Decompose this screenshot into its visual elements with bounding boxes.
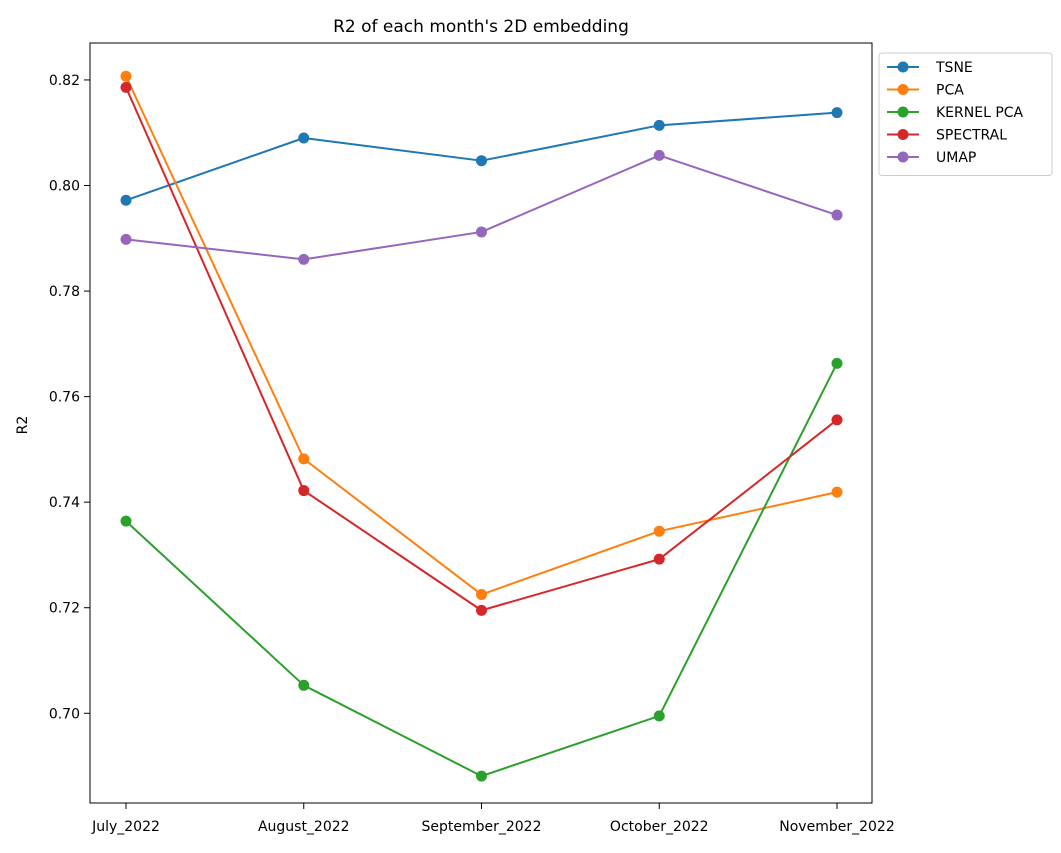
data-point [298, 132, 310, 144]
legend: TSNE PCA KERNEL PCA SPECTRAL UMAP [878, 52, 1053, 176]
series-layer [120, 70, 843, 782]
data-point [120, 70, 132, 82]
legend-item: TSNE [887, 60, 973, 76]
legend-label: SPECTRAL [936, 128, 1007, 144]
legend-label: PCA [936, 83, 964, 99]
data-point [476, 589, 487, 601]
y-axis: 0.70 0.72 0.74 0.76 0.78 0.80 0.82 [49, 73, 90, 722]
data-point [831, 357, 843, 369]
data-point [120, 81, 132, 93]
data-point [831, 209, 843, 221]
plot-frame [89, 42, 873, 804]
data-point [298, 453, 310, 465]
legend-marker [897, 61, 909, 73]
legend-marker [897, 106, 909, 118]
y-tick-label: 0.70 [49, 706, 80, 722]
legend-marker [897, 151, 909, 163]
y-tick-label: 0.82 [49, 73, 80, 89]
data-point [653, 553, 665, 565]
legend-label: KERNEL PCA [936, 105, 1024, 121]
data-point [831, 414, 843, 426]
legend-marker [897, 84, 909, 95]
data-point [120, 233, 132, 245]
data-point [298, 679, 310, 691]
legend-item: SPECTRAL [887, 128, 1007, 144]
data-point [831, 107, 843, 119]
x-tick-label: July_2022 [91, 819, 160, 835]
data-point [298, 485, 310, 497]
data-point [653, 525, 665, 537]
series-spectral [120, 81, 843, 616]
x-axis: July_2022 August_2022 September_2022 Octobe… [91, 803, 895, 835]
y-tick-label: 0.74 [49, 495, 80, 511]
series-line [125, 154, 838, 261]
data-point [476, 604, 487, 616]
y-tick-label: 0.80 [49, 179, 80, 195]
data-point [653, 149, 665, 161]
legend-label: UMAP [936, 150, 976, 166]
x-tick-label: August_2022 [258, 819, 350, 835]
data-point [120, 194, 132, 206]
legend-frame [878, 52, 1053, 176]
series-pca [120, 70, 843, 601]
data-point [476, 770, 487, 782]
x-tick-label: September_2022 [421, 819, 541, 835]
legend-marker [897, 129, 909, 140]
chart-title: R2 of each month's 2D embedding [333, 17, 629, 37]
y-tick-label: 0.72 [49, 601, 80, 617]
y-tick-label: 0.78 [49, 284, 80, 300]
y-axis-label: R2 [15, 416, 31, 435]
legend-item: UMAP [887, 150, 976, 166]
legend-item: PCA [887, 83, 964, 99]
series-umap [120, 149, 843, 265]
data-point [831, 486, 843, 498]
x-tick-label: November_2022 [779, 819, 894, 835]
data-point [476, 155, 487, 167]
series-kernel-pca [120, 357, 843, 782]
data-point [298, 253, 310, 265]
series-line [125, 75, 838, 596]
data-point [653, 119, 665, 131]
data-point [120, 515, 132, 527]
data-point [476, 226, 487, 238]
data-point [653, 710, 665, 722]
y-tick-label: 0.76 [49, 390, 80, 406]
legend-item: KERNEL PCA [887, 105, 1024, 121]
x-tick-label: October_2022 [610, 819, 709, 835]
series-tsne [120, 107, 843, 206]
legend-label: TSNE [935, 60, 973, 76]
series-line [125, 362, 838, 778]
